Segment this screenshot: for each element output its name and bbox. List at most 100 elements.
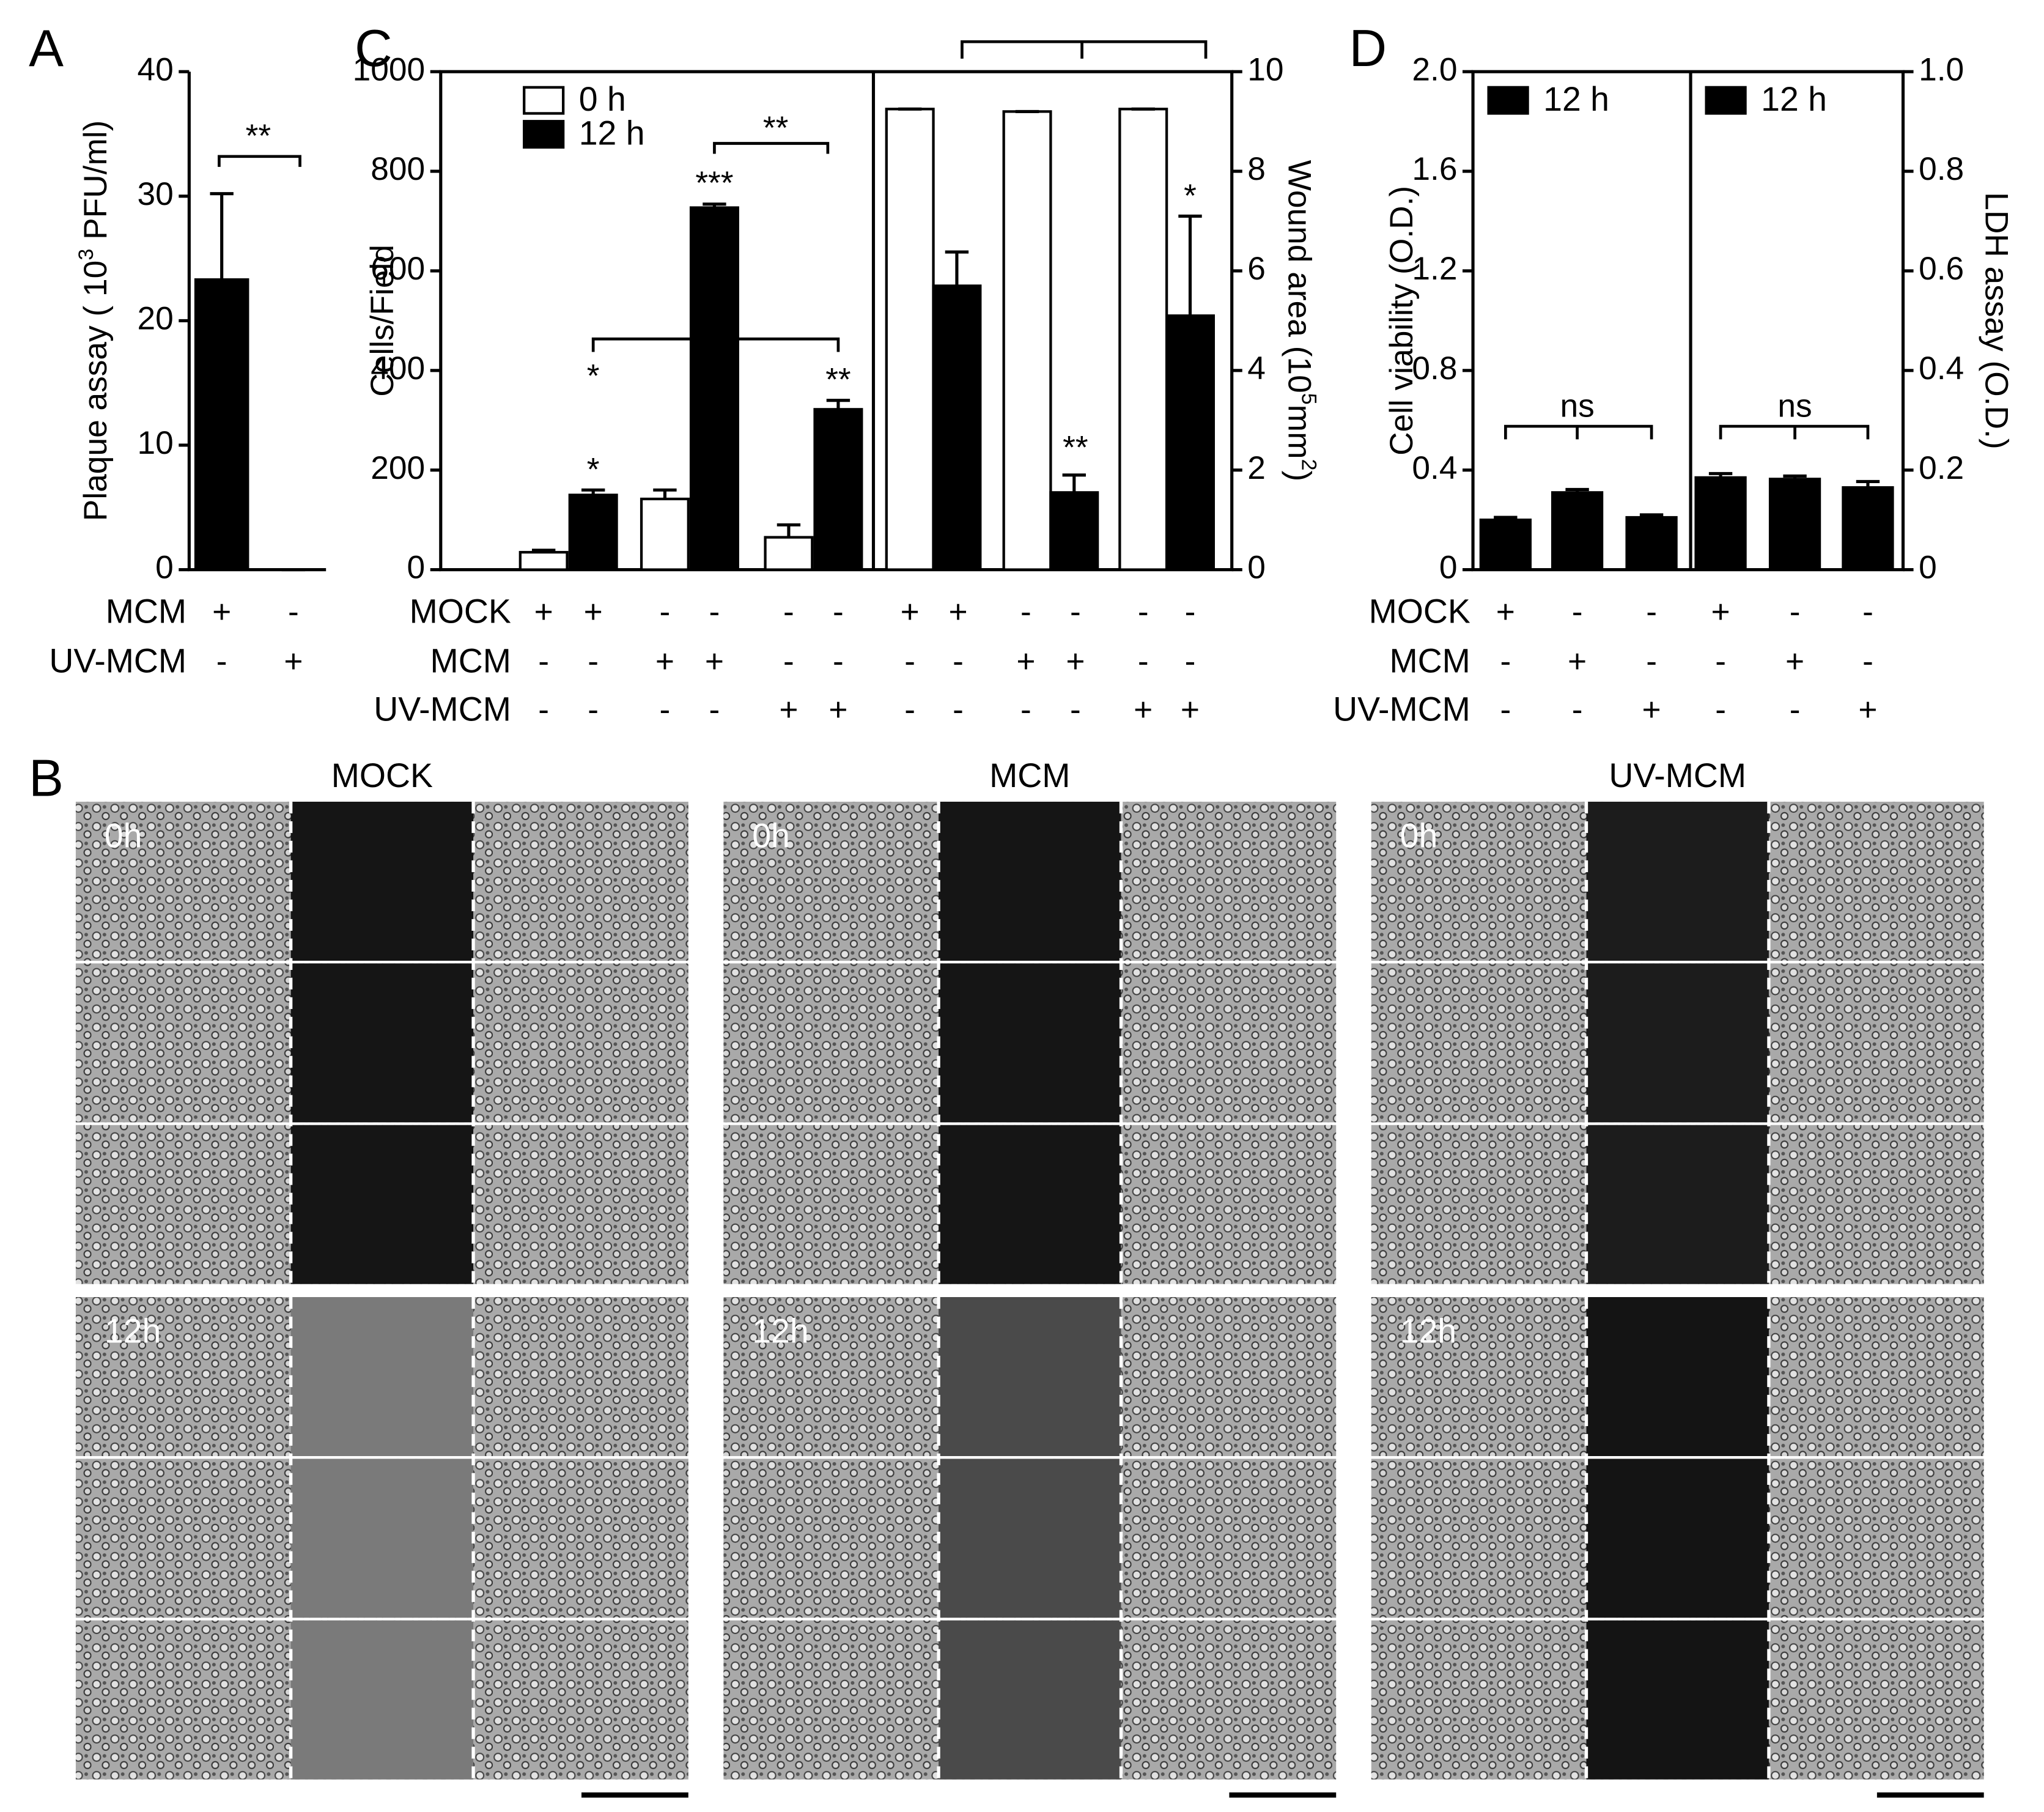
annotation: ** [1063,429,1088,465]
y-tick-label: 1.2 [1412,251,1457,287]
time-label: 12h [752,1312,808,1350]
wound-edge [1584,801,1771,1284]
error-bar [826,399,850,410]
annotation: * [587,358,600,394]
condition-mark: - [953,643,964,679]
bar [932,284,982,571]
condition-mark: - [1020,594,1031,630]
y-tick-label: 0 [407,550,426,586]
condition-mark: - [588,692,599,728]
condition-mark: + [212,594,231,630]
y-tick-label: 1.0 [1919,51,1964,87]
axis-label: Cells/Field [364,245,400,397]
micrograph-title: MCM [989,756,1070,794]
y-tick-label: 400 [371,350,425,386]
condition-mark: - [538,692,549,728]
condition-label: MCM [430,642,511,680]
axis-label: LDH assay (O.D.) [1979,192,2015,449]
condition-mark: + [1496,594,1515,630]
wound-gap [939,1459,1121,1618]
annotation: ** [825,362,850,398]
condition-mark: - [288,594,299,630]
time-label: 0h [752,816,790,854]
condition-mark: + [1642,692,1661,728]
error-bar [1783,474,1807,479]
axis-label-part: Wound area (10 [1281,160,1317,393]
significance-bracket [1719,424,1870,440]
time-label: 12h [105,1312,161,1350]
wound-gap [939,1620,1121,1780]
y-tick-label: 0.2 [1919,450,1964,486]
bar [1625,516,1678,571]
error-bar [581,488,605,495]
wound-gap [1586,963,1769,1123]
time-label: 0h [1400,816,1438,854]
condition-mark: + [1785,643,1804,679]
axis-label: Cell viability (O.D.) [1384,186,1420,456]
y-tick-label: 6 [1247,251,1266,287]
significance-bracket [218,155,301,167]
condition-mark: + [1568,643,1587,679]
error-bar [1856,479,1880,488]
error-bar [777,523,801,538]
condition-mark: - [833,594,844,630]
condition-mark: + [1134,692,1153,728]
annotation: * [1184,178,1197,214]
condition-label: UV-MCM [49,642,186,680]
bar [1118,108,1168,571]
annotation: ** [246,118,271,154]
condition-mark: - [833,643,844,679]
y-tick-label: 40 [138,51,174,87]
wound-gap [1586,801,1769,961]
bar [1002,110,1052,571]
legend-label: 0 h [579,80,626,118]
condition-mark: + [779,692,798,728]
condition-mark: - [783,643,794,679]
condition-mark: - [904,692,915,728]
condition-label: MOCK [410,593,511,631]
y-tick-label: 10 [1247,51,1283,87]
y-tick-label: 0 [1919,550,1937,586]
condition-mark: - [1500,643,1511,679]
bar [1842,486,1894,571]
condition-mark: + [1016,643,1035,679]
condition-mark: - [538,643,549,679]
legend-label: 12 h [579,114,645,152]
annotation: ns [1560,388,1594,424]
error-bar [1494,516,1518,520]
wound-gap [939,1125,1121,1284]
bar [194,278,249,571]
axis-label-part: ) [1281,470,1317,481]
y-tick-label: 0.8 [1412,350,1457,386]
legend-swatch [1487,86,1529,115]
condition-mark: - [660,594,671,630]
wound-gap [290,963,474,1123]
condition-mark: - [709,594,720,630]
strip-divider [1371,961,1984,1125]
bar [1551,491,1604,571]
y-tick-label: 1000 [353,51,426,87]
y-tick-label: 600 [371,251,425,287]
wound-gap [1586,1459,1769,1618]
condition-mark: - [1572,692,1583,728]
condition-mark: - [588,643,599,679]
condition-mark: - [1646,594,1657,630]
wound-gap [290,1296,474,1457]
axis-label: Wound area (105mm2) [1281,160,1320,482]
condition-mark: + [1066,643,1085,679]
condition-mark: + [655,643,674,679]
error-bar [653,488,677,499]
legend-swatch [1705,86,1747,115]
wound-gap [939,963,1121,1123]
y-tick-label: 20 [138,300,174,336]
bar [518,550,569,571]
annotation: ns [1777,388,1812,424]
axis-label: Plaque assay ( 103 PFU/ml) [75,120,114,522]
condition-mark: - [783,594,794,630]
wound-gap [290,1459,474,1618]
y-tick-label: 2 [1247,450,1266,486]
y-tick-label: 0.6 [1919,251,1964,287]
y-tick-label: 8 [1247,151,1266,187]
panel-label: D [1349,20,1387,78]
axis-label-part: Cells/Field [364,245,400,397]
